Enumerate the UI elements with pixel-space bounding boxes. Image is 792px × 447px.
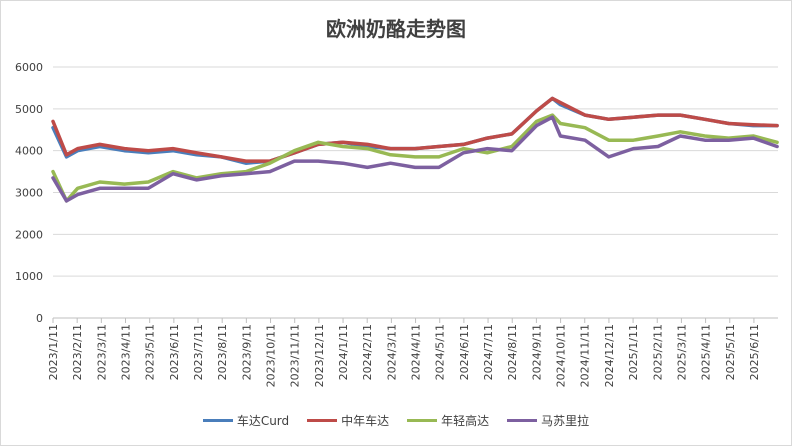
x-tick-label: 2023/4/11 xyxy=(120,324,133,380)
y-tick-label: 5000 xyxy=(15,103,43,116)
x-tick-label: 2024/8/11 xyxy=(506,324,519,380)
legend-item: 车达Curd xyxy=(202,412,290,429)
chart-title: 欧洲奶酪走势图 xyxy=(326,17,466,41)
legend-swatch xyxy=(407,419,438,422)
x-tick-label: 2024/6/11 xyxy=(458,324,471,380)
x-tick-label: 2024/5/11 xyxy=(434,324,447,380)
x-tick-label: 2023/1/11 xyxy=(47,324,60,380)
legend-swatch xyxy=(202,419,233,422)
x-tick-label: 2023/9/11 xyxy=(240,324,253,380)
x-tick-label: 2024/10/11 xyxy=(555,324,568,387)
x-tick-label: 2023/11/11 xyxy=(289,324,302,387)
y-tick-label: 4000 xyxy=(15,145,43,158)
y-tick-label: 3000 xyxy=(15,187,43,200)
x-tick-label: 2023/5/11 xyxy=(144,324,157,380)
x-tick-label: 2023/10/11 xyxy=(265,324,278,387)
x-tick-label: 2025/1/11 xyxy=(627,324,640,380)
series-line xyxy=(51,96,779,165)
y-tick-label: 2000 xyxy=(15,228,43,241)
legend-swatch xyxy=(307,419,338,422)
y-tick-label: 1000 xyxy=(15,270,43,283)
legend-label: 车达Curd xyxy=(236,414,290,428)
x-tick-label: 2024/12/11 xyxy=(603,324,616,387)
x-tick-label: 2025/5/11 xyxy=(724,324,737,380)
x-tick-label: 2025/4/11 xyxy=(700,324,713,380)
x-tick-label: 2024/11/11 xyxy=(579,324,592,387)
legend: 车达Curd 中年车达 年轻高达 马苏里拉 xyxy=(1,412,791,429)
series-line xyxy=(51,96,779,163)
x-tick-label: 2025/3/11 xyxy=(675,324,688,380)
x-tick-label: 2023/6/11 xyxy=(168,324,181,380)
legend-swatch xyxy=(507,419,538,422)
x-tick-label: 2023/8/11 xyxy=(216,324,229,380)
x-tick-label: 2023/7/11 xyxy=(192,324,205,380)
legend-label: 马苏里拉 xyxy=(541,414,590,428)
x-tick-label: 2024/9/11 xyxy=(530,324,543,380)
legend-item: 马苏里拉 xyxy=(507,412,589,429)
x-tick-label: 2023/12/11 xyxy=(313,324,326,387)
series-line xyxy=(51,113,779,203)
legend-label: 中年车达 xyxy=(341,414,390,428)
x-tick-label: 2025/2/11 xyxy=(651,324,664,380)
x-tick-label: 2024/4/11 xyxy=(410,324,423,380)
legend-item: 中年车达 xyxy=(307,412,389,429)
x-tick-label: 2023/2/11 xyxy=(71,324,84,380)
legend-item: 年轻高达 xyxy=(407,412,489,429)
y-tick-label: 0 xyxy=(36,312,43,325)
x-tick-label: 2024/7/11 xyxy=(482,324,495,380)
x-tick-label: 2023/3/11 xyxy=(95,324,108,380)
x-tick-label: 2024/3/11 xyxy=(385,324,398,380)
series-line xyxy=(51,115,779,203)
x-tick-label: 2024/1/11 xyxy=(337,324,350,380)
x-tick-label: 2024/2/11 xyxy=(361,324,374,380)
legend-label: 年轻高达 xyxy=(441,414,490,428)
x-tick-label: 2025/6/11 xyxy=(748,324,761,380)
y-tick-label: 6000 xyxy=(15,61,43,74)
